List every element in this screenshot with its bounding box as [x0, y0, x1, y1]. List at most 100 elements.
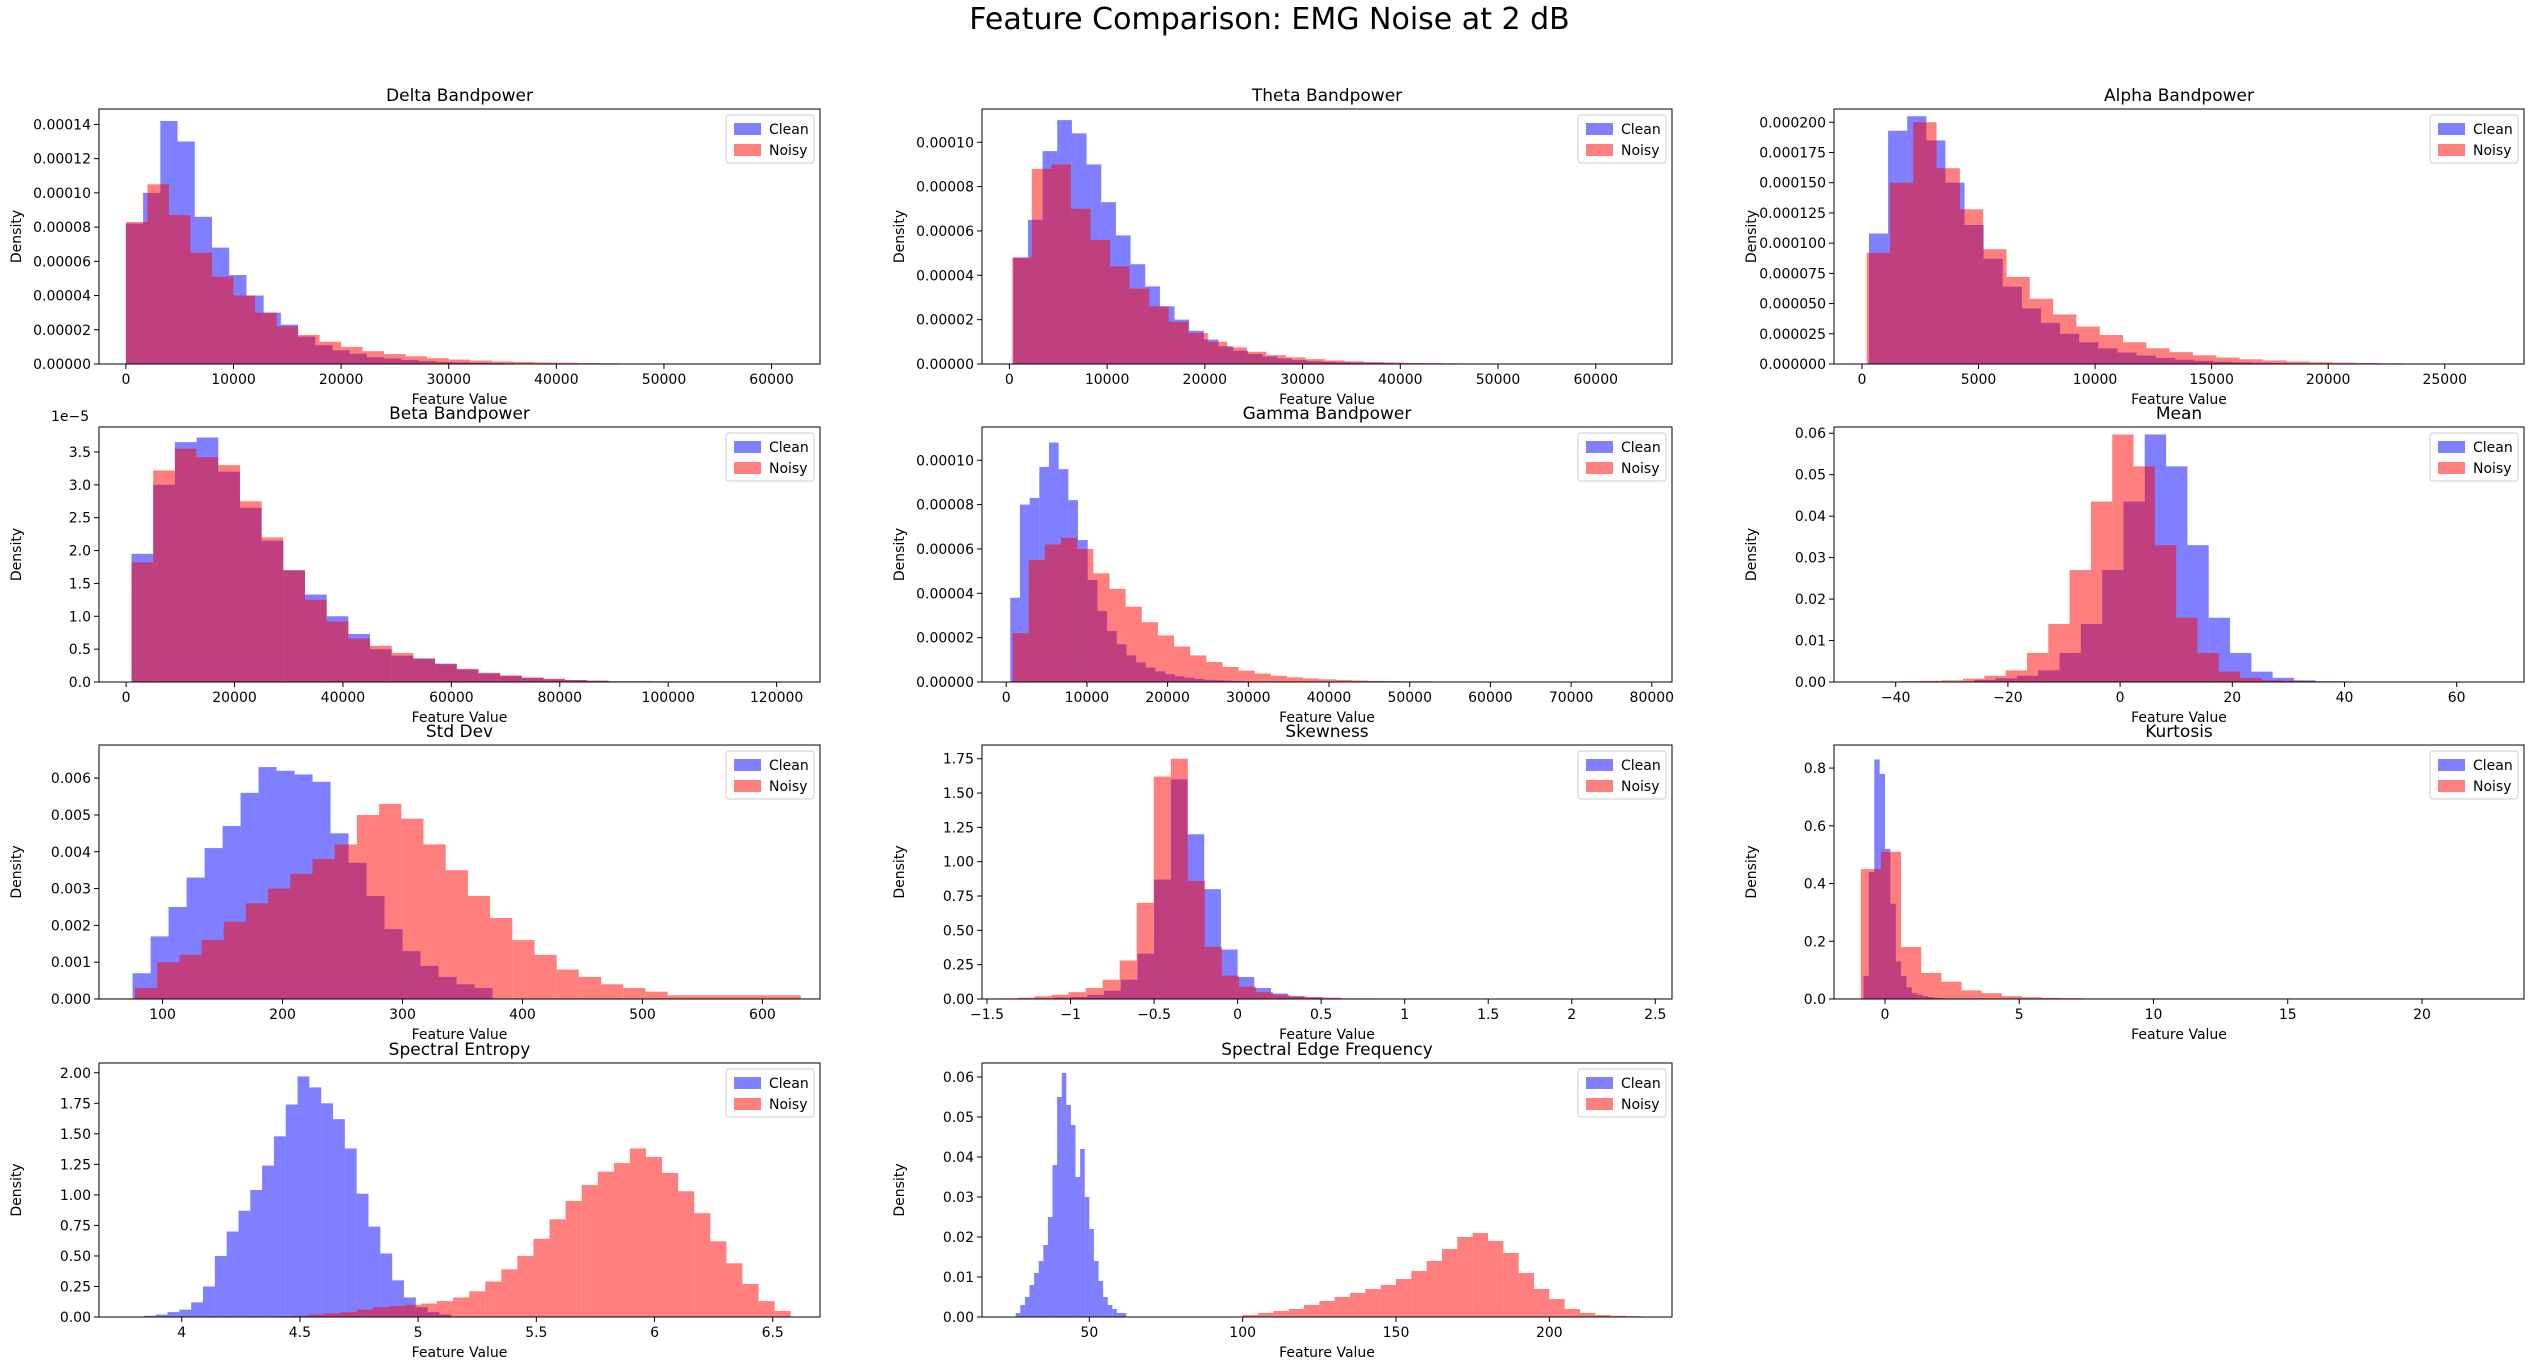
- y-tick-label: 0.00010: [916, 453, 974, 469]
- histogram-bar: [262, 1165, 274, 1317]
- legend-swatch-clean: [2438, 123, 2465, 135]
- histogram-bar: [157, 962, 180, 999]
- legend-swatch-clean: [2438, 759, 2465, 771]
- subplot-title: Beta Bandpower: [389, 404, 530, 424]
- subplot-title: Gamma Bandpower: [1243, 404, 1412, 424]
- histogram-bar: [1889, 182, 1914, 364]
- histogram-bar: [1093, 1261, 1099, 1317]
- legend-label-clean: Clean: [769, 1076, 809, 1092]
- histogram-bar: [778, 995, 801, 999]
- histogram-bar: [1110, 266, 1130, 364]
- histogram-bar: [155, 1314, 168, 1317]
- histogram-bar: [201, 940, 224, 999]
- histogram-bar: [1290, 996, 1308, 999]
- subplot-title: Mean: [2156, 404, 2202, 424]
- histogram-bar: [742, 1284, 759, 1317]
- legend: Clean Noisy: [725, 1068, 815, 1118]
- y-tick-label: 0.00000: [916, 357, 974, 373]
- y-tick-label: 3.0: [69, 478, 91, 494]
- histogram-bar: [2099, 335, 2124, 364]
- y-tick-label: 1.75: [60, 1096, 91, 1112]
- x-tick-label: 0: [1881, 1007, 1890, 1023]
- x-tick-label: −20: [1993, 690, 2023, 706]
- histogram-bar: [490, 918, 513, 999]
- y-tick-label: 0.0: [69, 675, 91, 691]
- histogram-bar: [478, 672, 501, 682]
- x-axis-label: Feature Value: [2131, 392, 2227, 408]
- y-tick-label: 1.50: [943, 786, 974, 802]
- x-tick-label: 40000: [1378, 372, 1423, 388]
- histogram-bar: [1503, 1253, 1519, 1317]
- histogram-bar: [1344, 361, 1365, 364]
- histogram-bar: [2192, 355, 2217, 364]
- histogram-bar: [1129, 288, 1150, 364]
- x-tick-label: −0.5: [1137, 1007, 1171, 1023]
- legend-swatch-noisy: [734, 780, 761, 792]
- histogram-bar: [1334, 1297, 1350, 1317]
- histogram-bar: [1102, 979, 1120, 999]
- histogram-bar: [645, 991, 668, 999]
- x-tick-label: 30000: [1226, 690, 1271, 706]
- histogram-bar: [2197, 652, 2219, 682]
- histogram-bar: [384, 354, 406, 364]
- x-axis-label: Feature Value: [1279, 1027, 1375, 1043]
- x-tick-label: 100: [1229, 1325, 1256, 1341]
- histogram-bar: [1457, 1237, 1473, 1317]
- histogram-bar: [1043, 1245, 1048, 1317]
- histogram-bar: [597, 1171, 614, 1317]
- series-noisy: [1012, 537, 1626, 682]
- y-tick-label: 0.00002: [916, 313, 974, 329]
- x-tick-label: 15000: [2189, 372, 2234, 388]
- histogram-bar: [1121, 1313, 1127, 1317]
- series-noisy: [131, 448, 783, 682]
- legend-label-clean: Clean: [2473, 440, 2513, 456]
- histogram-bar: [1901, 947, 1922, 999]
- x-tick-label: 80000: [1630, 690, 1675, 706]
- histogram-bar: [334, 844, 357, 999]
- histogram-bar: [1351, 680, 1368, 682]
- y-tick-label: 2.0: [69, 544, 91, 560]
- histogram-bar: [233, 295, 256, 364]
- histogram-bar: [1488, 1241, 1504, 1317]
- histogram-bar: [1057, 1097, 1062, 1317]
- histogram-bar: [694, 1213, 711, 1317]
- histogram-bar: [534, 954, 557, 999]
- histogram-bar: [2048, 623, 2070, 682]
- histogram-bar: [1116, 1313, 1122, 1317]
- y-tick-label: 0.04: [943, 1150, 974, 1166]
- y-axis-label: Density: [892, 845, 908, 898]
- x-tick-label: 0: [122, 690, 131, 706]
- x-tick-label: 20000: [319, 372, 364, 388]
- y-axis-label: Density: [9, 210, 25, 263]
- legend-swatch-noisy: [1586, 780, 1613, 792]
- histogram-bar: [1119, 960, 1137, 999]
- histogram-bar: [1866, 252, 1890, 364]
- histogram-bar: [297, 1076, 310, 1317]
- histogram-bar: [1580, 1313, 1596, 1317]
- histogram-bar: [1187, 880, 1205, 999]
- y-tick-label: 0.06: [943, 1070, 974, 1086]
- legend-swatch-clean: [2438, 441, 2465, 453]
- histogram-bar: [326, 621, 349, 682]
- histogram-bar: [312, 859, 335, 999]
- y-tick-label: 0.004: [51, 845, 91, 861]
- histogram-bar: [1258, 1313, 1274, 1317]
- histogram-bar: [245, 903, 269, 999]
- histogram-bar: [2272, 677, 2294, 682]
- y-tick-label: 0.00: [943, 1310, 974, 1326]
- histogram-bar: [1961, 990, 1982, 999]
- histogram-bar: [1963, 678, 1985, 682]
- histogram-bar: [319, 341, 342, 364]
- histogram-bar: [1206, 662, 1223, 682]
- y-tick-label: 0.75: [60, 1218, 91, 1234]
- histogram-bar: [1921, 973, 1942, 999]
- legend-label-noisy: Noisy: [769, 143, 808, 159]
- histogram-bar: [1246, 351, 1267, 364]
- histogram-bar: [1085, 988, 1103, 999]
- histogram-bar: [214, 1255, 227, 1317]
- histogram-bar: [1610, 1315, 1626, 1317]
- histogram-bar: [756, 995, 779, 999]
- legend-swatch-noisy: [734, 1098, 761, 1110]
- histogram-bar: [413, 659, 436, 682]
- histogram-bar: [467, 895, 491, 999]
